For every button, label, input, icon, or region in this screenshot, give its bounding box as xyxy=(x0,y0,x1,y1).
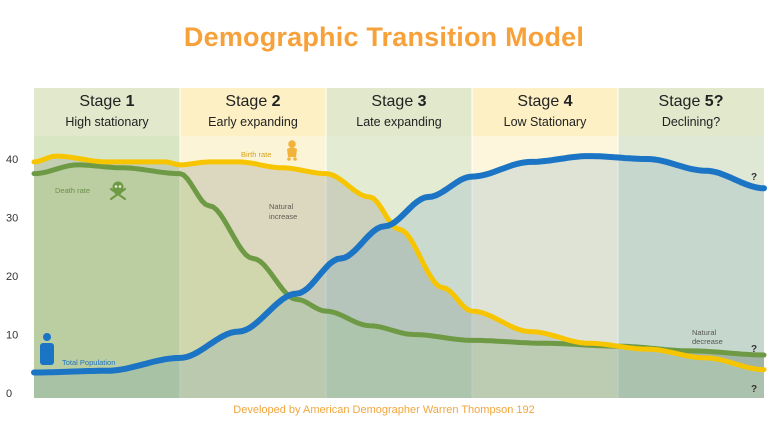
stage-title-2: Stage 2 xyxy=(225,93,280,110)
skull-crossbones-icon xyxy=(109,181,127,201)
stage-subtitle-5: Declining? xyxy=(662,115,720,129)
stage-title-3: Stage 3 xyxy=(371,93,426,110)
stage-plot-band-3 xyxy=(326,136,472,398)
stage-subtitle-3: Late expanding xyxy=(356,115,442,129)
stage-header-band-4 xyxy=(472,88,618,136)
stage-header-band-1 xyxy=(34,88,180,136)
y-axis-ticks: 40 30 20 10 0 xyxy=(6,154,18,400)
y-tick-label: 40 xyxy=(6,154,18,166)
natural-increase-label-line1: Natural xyxy=(269,202,294,211)
question-mark-death: ? xyxy=(751,344,757,355)
question-mark-population: ? xyxy=(751,384,757,395)
question-mark-birth: ? xyxy=(751,172,757,183)
y-tick-label: 0 xyxy=(6,388,12,400)
death-rate-label: Death rate xyxy=(55,186,90,195)
stage-subtitle-1: High stationary xyxy=(65,115,149,129)
annotations: Birth rate Death rate Natural increase N… xyxy=(40,140,757,395)
birth-rate-label: Birth rate xyxy=(241,150,271,159)
stage-header-band-3 xyxy=(326,88,472,136)
stage-title-1: Stage 1 xyxy=(79,93,134,110)
stage-title-5: Stage 5? xyxy=(659,93,724,110)
stage-bands xyxy=(34,88,764,136)
series-lines xyxy=(31,153,767,376)
natural-increase-label-line2: increase xyxy=(269,212,297,221)
natural-decrease-label-line1: Natural xyxy=(692,328,717,337)
page-title: Demographic Transition Model xyxy=(183,22,585,52)
stage-header-band-2 xyxy=(180,88,326,136)
baby-icon xyxy=(287,140,297,161)
stage-subtitle-4: Low Stationary xyxy=(504,115,587,129)
stage-labels: Stage 1 High stationary Stage 2 Early expan… xyxy=(65,93,723,129)
stage-subtitle-2: Early expanding xyxy=(208,115,298,129)
person-icon xyxy=(40,333,54,365)
stage-plot-band-4 xyxy=(472,136,618,398)
stage-header-band-5 xyxy=(618,88,764,136)
stage-title-4: Stage 4 xyxy=(517,93,572,110)
stage-plot-band-1 xyxy=(34,136,180,398)
total-population-label: Total Population xyxy=(62,358,115,367)
natural-decrease-label-line2: decrease xyxy=(692,337,723,346)
birth-rate-line xyxy=(31,153,767,373)
stage-plot-band-2 xyxy=(180,136,326,398)
credit-line: Developed by American Demographer Warren… xyxy=(233,404,535,416)
y-tick-label: 20 xyxy=(6,271,18,283)
population-area xyxy=(34,156,764,398)
y-tick-label: 10 xyxy=(6,330,18,342)
plot-bands xyxy=(34,88,764,398)
y-tick-label: 30 xyxy=(6,213,18,225)
total-population-line xyxy=(31,153,767,376)
